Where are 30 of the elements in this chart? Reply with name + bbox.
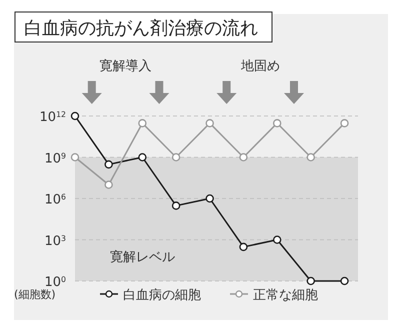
y-axis-title: (細胞数) — [14, 288, 56, 301]
legend-label: 正常な細胞 — [253, 288, 318, 303]
point — [272, 119, 282, 128]
point — [206, 119, 214, 128]
point — [172, 202, 180, 210]
point — [340, 119, 349, 128]
y-tick-label: 10$^{0}$ — [44, 274, 66, 290]
point — [104, 180, 113, 189]
y-tick-label: 10$^{9}$ — [44, 150, 66, 166]
point — [206, 194, 214, 203]
point — [306, 153, 315, 162]
point — [239, 153, 248, 162]
point — [172, 153, 180, 162]
chart-title: 白血病の抗がん剤治療の流れ — [24, 18, 258, 39]
point — [138, 119, 147, 128]
point — [104, 160, 113, 169]
text: 地固め — [240, 59, 280, 74]
band-label: 寛解レベル — [110, 249, 175, 265]
point — [70, 153, 80, 162]
point — [306, 276, 315, 286]
point — [138, 153, 147, 162]
y-tick-label: 10$^{12}$ — [40, 110, 66, 125]
point — [239, 242, 248, 252]
legend-label: 白血病の細胞 — [123, 288, 201, 303]
point — [272, 236, 282, 244]
y-tick-label: 10$^{3}$ — [44, 233, 66, 249]
text: 寛解導入 — [100, 58, 152, 74]
point — [70, 112, 80, 120]
y-tick-label: 10$^{6}$ — [44, 192, 66, 208]
point — [340, 276, 349, 286]
